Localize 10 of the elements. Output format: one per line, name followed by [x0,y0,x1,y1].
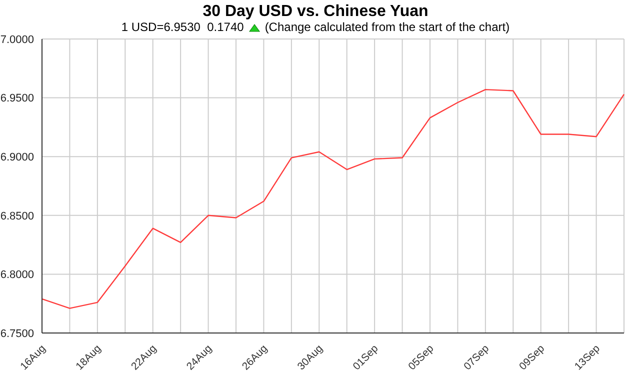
line-series [41,88,625,309]
y-tick-label: 6.9000 [0,152,34,164]
y-tick-label: 6.8000 [0,269,34,282]
y-tick-label: 6.8500 [0,210,34,222]
chart-subtitle: 1 USD=6.9530 0.1740 [121,20,244,34]
text: (Change calculated from the start of the chart) [264,20,510,34]
chart-title: 30 Day USD vs. Chinese Yuan [202,3,430,21]
y-tick-label: 6.7500 [0,328,34,340]
y-tick-label: 7.0000 [0,34,34,46]
y-tick-label: 6.9500 [0,92,34,105]
